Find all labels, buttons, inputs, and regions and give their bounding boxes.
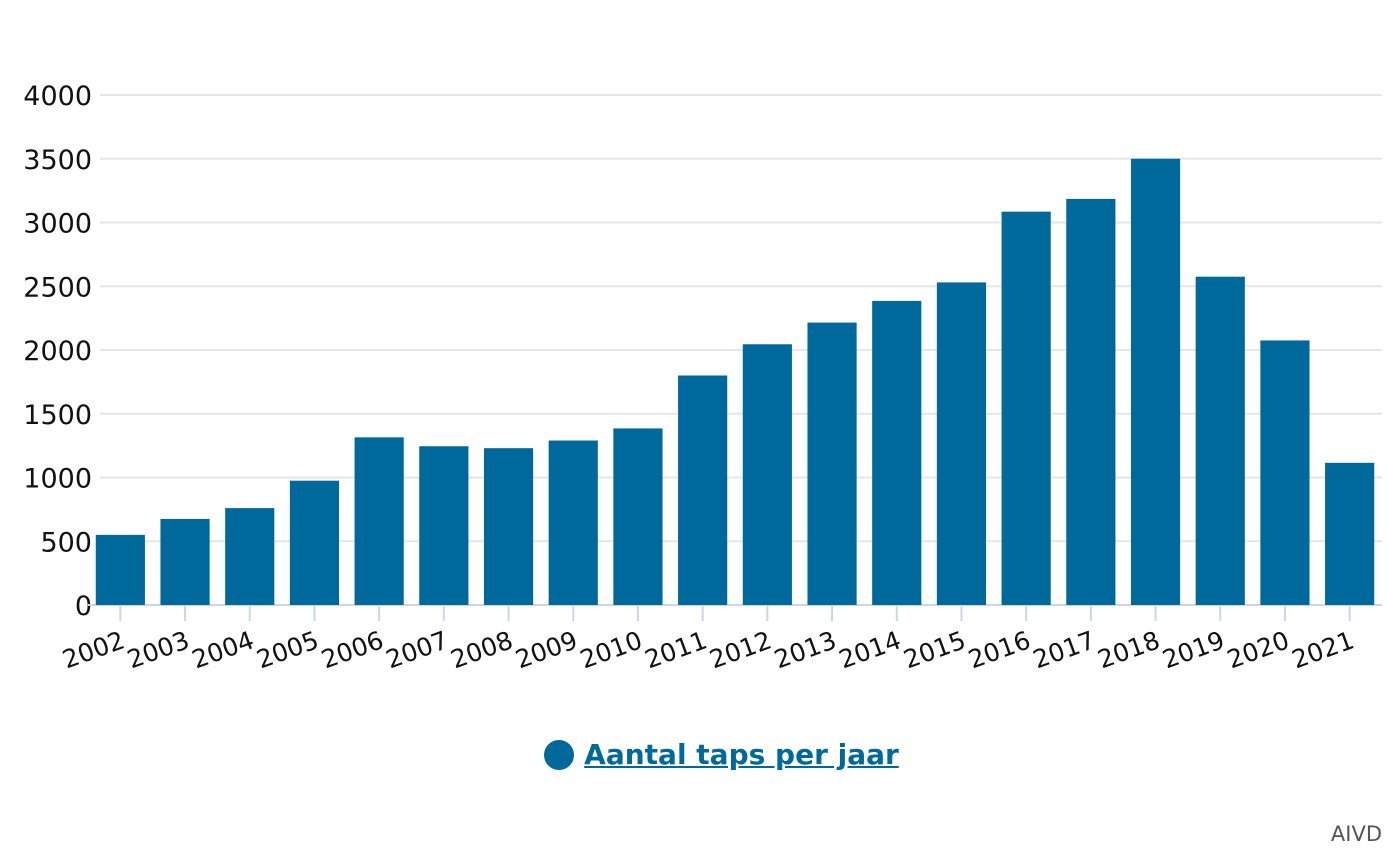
x-tick-label: 2015 [900,625,970,674]
x-tick-label: 2003 [123,625,193,674]
bar [1001,211,1051,605]
bar [872,300,922,605]
x-tick-label: 2005 [253,625,323,674]
x-tick-label: 2010 [576,625,646,674]
bar [1195,276,1245,605]
y-tick-label: 500 [40,527,92,558]
legend: Aantal taps per jaar [0,738,1400,771]
bar [354,437,404,605]
bar [483,448,534,605]
chart-credit[interactable]: AIVD [1330,822,1382,846]
x-tick-label: 2017 [1029,625,1099,674]
bar [1325,462,1375,605]
bar-chart: 0 500 1000 1500 2000 2500 3000 3500 4000 20022003… [23,81,1382,674]
bar [1260,340,1310,605]
bar [1066,198,1116,605]
bar [1130,158,1181,605]
y-tick-label: 4000 [23,81,92,112]
y-tick-label: 0 [75,591,92,622]
y-tick-label: 1000 [23,464,92,495]
bar [742,344,792,605]
x-tick-label: 2021 [1288,625,1358,674]
x-tick-label: 2008 [447,625,517,674]
x-tick-label: 2009 [512,625,582,674]
x-tick-label: 2002 [59,625,129,674]
bar [678,375,728,605]
bar [95,534,145,605]
bar [613,428,663,605]
bar [936,282,987,605]
bar [160,518,210,605]
x-tick-label: 2004 [188,625,258,674]
x-tick-label: 2006 [317,625,387,674]
x-tick-label: 2020 [1223,625,1293,674]
x-tick-label: 2011 [641,625,711,674]
x-tick-label: 2019 [1159,625,1229,674]
x-tick-label: 2013 [770,625,840,674]
bar [807,322,857,605]
bar [289,480,340,605]
bar [225,508,275,605]
x-tick-label: 2012 [706,625,776,674]
x-tick-label: 2014 [835,625,905,674]
y-tick-label: 2000 [23,336,92,367]
x-tick-label: 2018 [1094,625,1164,674]
y-tick-label: 1500 [23,400,92,431]
x-tick-label: 2016 [964,625,1034,674]
x-tick-label: 2007 [382,625,452,674]
y-tick-label: 3500 [23,145,92,176]
legend-marker[interactable] [544,739,575,770]
bar [419,446,469,605]
bar [548,440,598,605]
y-tick-label: 2500 [23,272,92,303]
legend-label-series[interactable]: Aantal taps per jaar [584,738,899,771]
y-tick-label: 3000 [23,209,92,240]
